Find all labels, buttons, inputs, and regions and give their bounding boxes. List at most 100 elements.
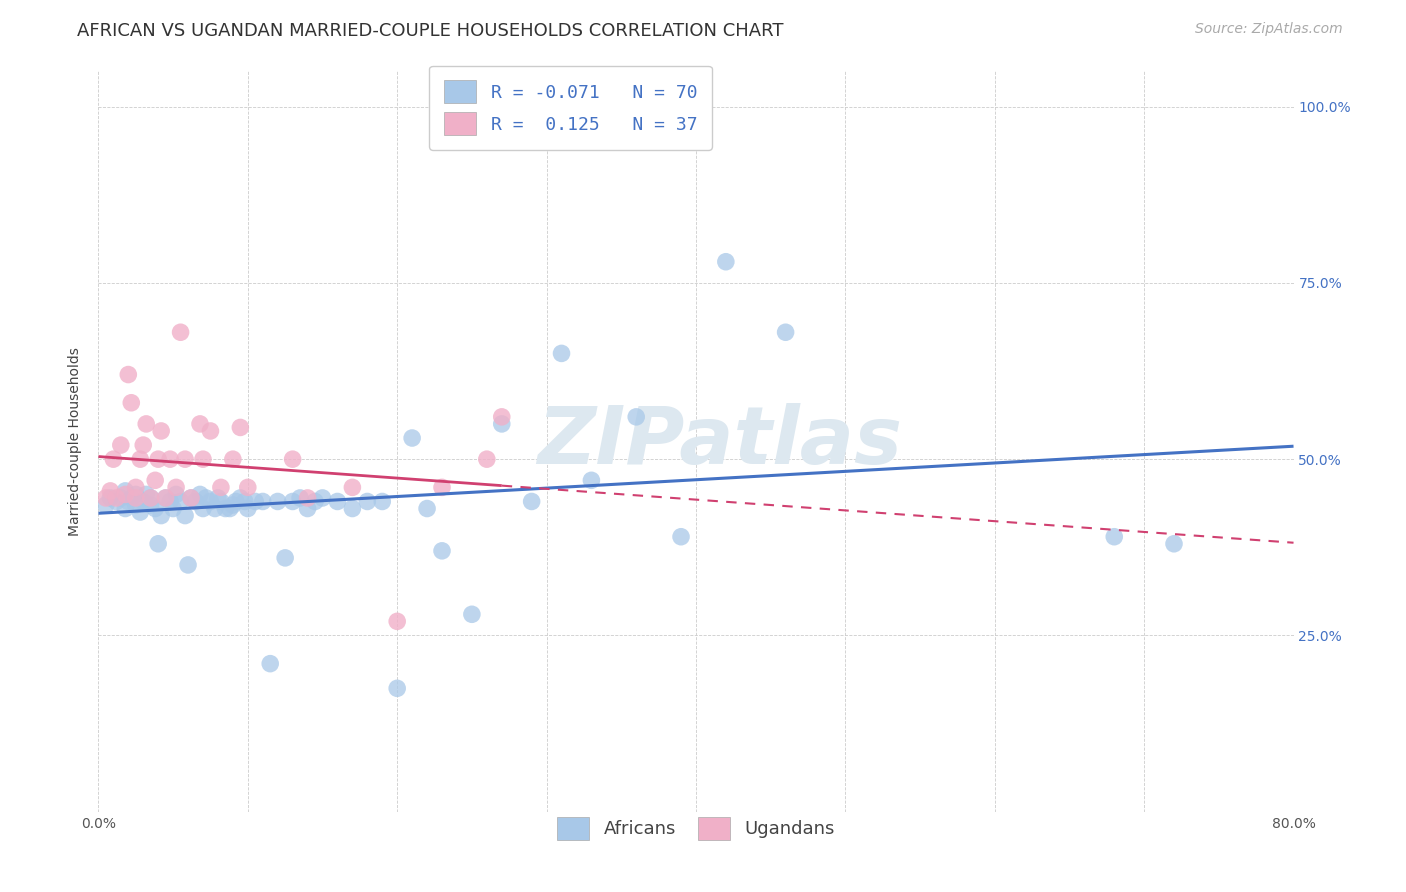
Point <box>180 491 202 505</box>
Point <box>143 473 166 487</box>
Point <box>204 501 226 516</box>
Point <box>200 494 222 508</box>
Text: Source: ZipAtlas.com: Source: ZipAtlas.com <box>1195 22 1343 37</box>
Point <box>356 494 378 508</box>
Point <box>200 424 222 438</box>
Point <box>222 498 245 512</box>
Point <box>252 494 274 508</box>
Point <box>326 494 349 508</box>
Point <box>114 487 136 501</box>
Point <box>150 508 173 523</box>
Point <box>143 501 166 516</box>
Point <box>139 491 162 505</box>
Point <box>110 438 132 452</box>
Point <box>430 480 453 494</box>
Point <box>139 491 162 505</box>
Point <box>174 452 197 467</box>
Point <box>267 494 290 508</box>
Point <box>159 494 181 508</box>
Point <box>229 420 252 434</box>
Point <box>281 494 304 508</box>
Point <box>209 494 232 508</box>
Point <box>191 501 214 516</box>
Point <box>117 368 139 382</box>
Point <box>236 501 259 516</box>
Point <box>775 325 797 339</box>
Point <box>342 501 364 516</box>
Point <box>229 491 252 505</box>
Point <box>103 452 125 467</box>
Point <box>288 491 311 505</box>
Point <box>150 424 173 438</box>
Point <box>207 491 229 505</box>
Point <box>626 409 648 424</box>
Text: ZIPatlas: ZIPatlas <box>537 402 903 481</box>
Point <box>233 494 256 508</box>
Point <box>135 487 157 501</box>
Point <box>117 494 139 508</box>
Point <box>274 550 297 565</box>
Point <box>180 491 202 505</box>
Point <box>491 417 513 431</box>
Point <box>148 537 170 551</box>
Point <box>461 607 484 622</box>
Point <box>114 483 136 498</box>
Point <box>297 491 319 505</box>
Point <box>132 438 155 452</box>
Point <box>105 494 128 508</box>
Point <box>155 491 177 505</box>
Point <box>94 491 117 505</box>
Point <box>1163 537 1185 551</box>
Point <box>342 480 364 494</box>
Point <box>120 396 142 410</box>
Point <box>120 491 142 505</box>
Point <box>225 494 247 508</box>
Text: AFRICAN VS UGANDAN MARRIED-COUPLE HOUSEHOLDS CORRELATION CHART: AFRICAN VS UGANDAN MARRIED-COUPLE HOUSEH… <box>77 22 783 40</box>
Point <box>177 558 200 572</box>
Point <box>385 681 409 696</box>
Point <box>174 508 197 523</box>
Legend: Africans, Ugandans: Africans, Ugandans <box>543 803 849 855</box>
Point <box>129 452 152 467</box>
Point <box>416 501 439 516</box>
Point <box>297 501 319 516</box>
Point <box>159 452 181 467</box>
Point <box>304 494 326 508</box>
Point <box>714 254 737 268</box>
Point <box>165 480 187 494</box>
Point <box>155 491 177 505</box>
Point <box>520 494 543 508</box>
Point <box>222 452 245 467</box>
Point <box>105 491 128 505</box>
Point <box>110 491 132 505</box>
Point <box>311 491 333 505</box>
Y-axis label: Married-couple Households: Married-couple Households <box>69 347 83 536</box>
Point <box>245 494 267 508</box>
Point <box>135 417 157 431</box>
Point <box>125 498 148 512</box>
Point <box>385 615 409 629</box>
Point <box>139 498 162 512</box>
Point <box>148 452 170 467</box>
Point <box>125 487 148 501</box>
Point <box>430 544 453 558</box>
Point <box>219 501 242 516</box>
Point <box>214 501 236 516</box>
Point <box>132 494 155 508</box>
Point <box>191 452 214 467</box>
Point <box>125 491 148 505</box>
Point <box>491 409 513 424</box>
Point <box>114 501 136 516</box>
Point <box>371 494 394 508</box>
Point <box>125 480 148 494</box>
Point <box>188 487 211 501</box>
Point <box>94 498 117 512</box>
Point <box>475 452 498 467</box>
Point <box>209 480 232 494</box>
Point <box>98 491 122 505</box>
Point <box>281 452 304 467</box>
Point <box>550 346 572 360</box>
Point <box>401 431 423 445</box>
Point <box>184 494 207 508</box>
Point <box>188 417 211 431</box>
